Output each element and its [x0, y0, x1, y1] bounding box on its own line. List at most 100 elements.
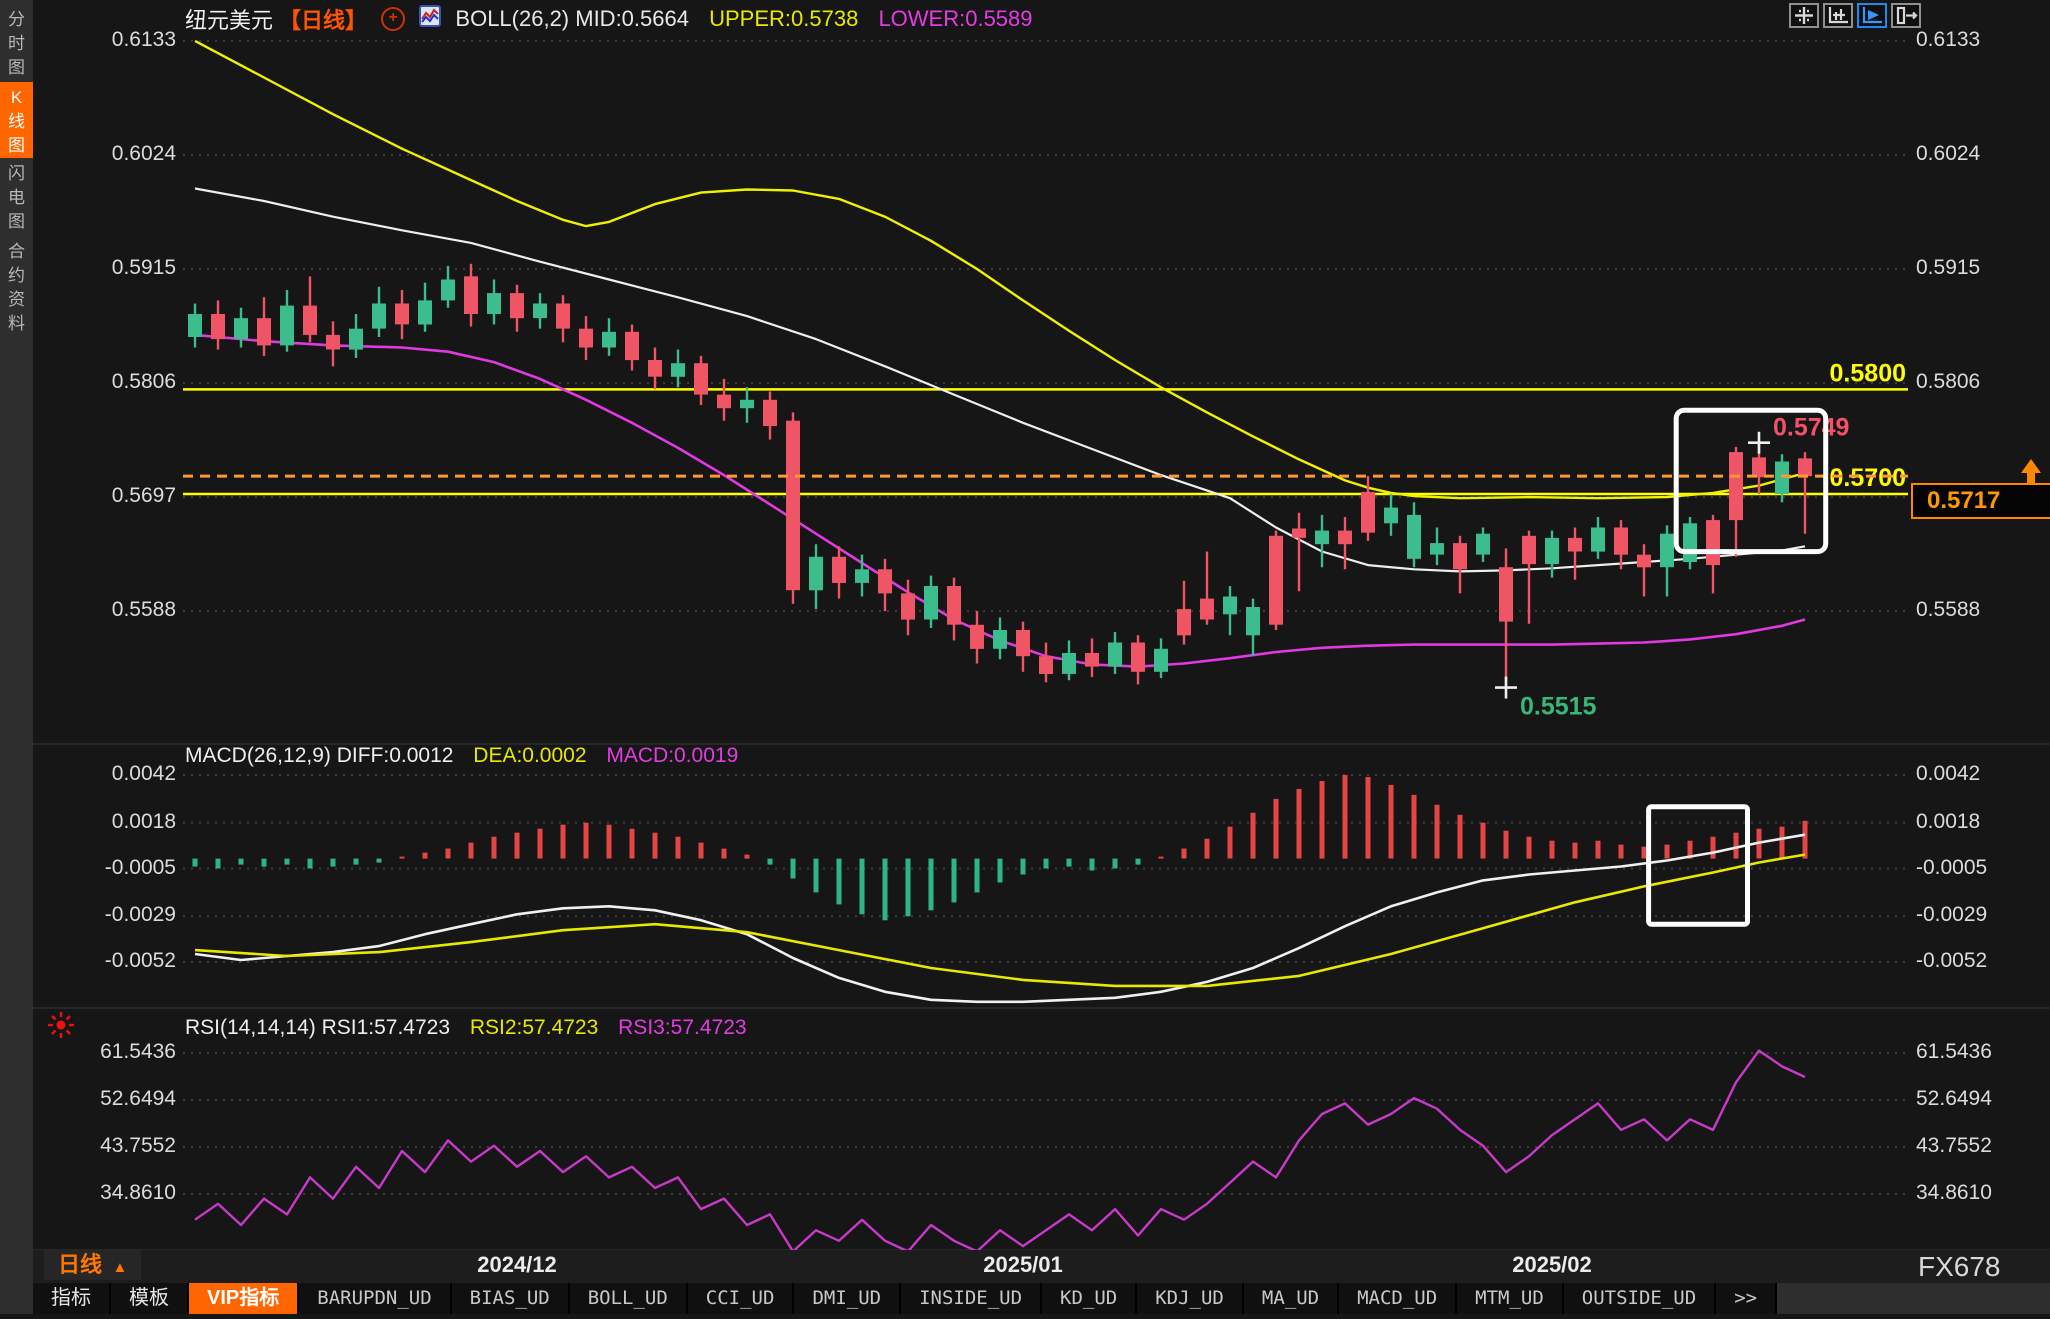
period-selector-label: 日线 — [58, 1252, 103, 1277]
axis-scale-button[interactable] — [1823, 3, 1853, 28]
toolbar-tab-kdj_ud[interactable]: KDJ_UD — [1137, 1283, 1242, 1314]
toolbar-tab-outside_ud[interactable]: OUTSIDE_UD — [1563, 1283, 1715, 1314]
date-tick-label: 2024/12 — [477, 1252, 557, 1277]
rsi3-readout: RSI3:57.4723 — [618, 1016, 747, 1039]
boll-lower-readout: LOWER:0.5589 — [878, 6, 1033, 31]
axis-label: 34.8610 — [1916, 1181, 1992, 1204]
indicator-toolbar: 指标 模板 VIP指标 BARUPDN_UD BIAS_UD BOLL_UD CCI_UD D… — [33, 1283, 2050, 1314]
axis-label: 0.5806 — [111, 370, 176, 394]
axis-label: 0.0042 — [1916, 762, 1981, 785]
boll-upper-line — [194, 39, 1806, 500]
date-tick-label: 2025/02 — [1512, 1252, 1592, 1277]
axis-label: 34.8610 — [100, 1181, 176, 1204]
axis-label: 0.0018 — [111, 809, 176, 833]
svg-text:0.5700: 0.5700 — [1830, 464, 1906, 492]
axis-label: 52.6494 — [1916, 1087, 1992, 1110]
axis-label: 0.5588 — [111, 598, 176, 622]
axis-label: 43.7552 — [1916, 1134, 1992, 1157]
axis-label: 0.5806 — [1916, 370, 1981, 394]
rsi-line — [194, 1049, 1806, 1253]
axis-label: 61.5436 — [1916, 1040, 1992, 1063]
brand-watermark: FX678 — [1918, 1251, 2001, 1282]
price-annotations: 0.5749 0.5515 — [1495, 414, 1849, 721]
sidebar-tab-lightning[interactable]: 闪电图 — [8, 164, 25, 231]
macd-histogram — [192, 775, 1808, 921]
toolbar-tab-cci_ud[interactable]: CCI_UD — [687, 1283, 793, 1314]
expand-crosshair-icon[interactable]: + — [381, 7, 406, 31]
axis-label: -0.0029 — [1916, 903, 1988, 927]
chart-style-button[interactable] — [1857, 3, 1887, 28]
axis-label: 0.5588 — [1916, 598, 1981, 622]
axis-label: 0.0018 — [1916, 809, 1981, 833]
alert-starburst-icon — [46, 1010, 76, 1045]
axis-label: 61.5436 — [100, 1040, 176, 1063]
toolbar-tab-[interactable]: 指标 — [33, 1283, 109, 1314]
toolbar-tab-bias_ud[interactable]: BIAS_UD — [451, 1283, 568, 1314]
toolbar-tab-boll_ud[interactable]: BOLL_UD — [569, 1283, 686, 1314]
toolbar-tab-ma_ud[interactable]: MA_UD — [1243, 1283, 1338, 1314]
mini-chart-icon[interactable] — [419, 5, 442, 33]
toolbar-tab-dmi_ud[interactable]: DMI_UD — [794, 1283, 900, 1314]
axis-label: 0.5697 — [111, 484, 176, 508]
toolbar-tab-inside_ud[interactable]: INSIDE_UD — [901, 1283, 1041, 1314]
macd-dea-readout: DEA:0.0002 — [473, 744, 587, 767]
macd-dea-line — [194, 853, 1806, 988]
toolbar-filler — [1777, 1283, 2050, 1314]
period-selector[interactable]: 日线 ▲ — [44, 1250, 142, 1280]
highlight-box-macd — [1646, 804, 1750, 927]
axis-label: -0.0052 — [104, 949, 176, 972]
highlight-box-main — [1673, 407, 1829, 555]
rsi2-readout: RSI2:57.4723 — [469, 1016, 599, 1039]
macd-macd-readout: MACD:0.0019 — [606, 744, 739, 767]
axis-label: -0.0005 — [1916, 855, 1988, 879]
toolbar-tab->>[interactable]: >> — [1716, 1283, 1776, 1314]
axis-label: 0.6133 — [111, 27, 176, 51]
axis-label: 0.5915 — [111, 256, 176, 280]
axis-label: 0.5915 — [1916, 256, 1981, 280]
svg-text:0.5800: 0.5800 — [1830, 359, 1906, 387]
axis-label: -0.0005 — [104, 855, 176, 879]
toolbar-tab-barupdn_ud[interactable]: BARUPDN_UD — [299, 1283, 450, 1314]
svg-text:0.5749: 0.5749 — [1773, 414, 1849, 442]
chart-toolbar-buttons — [1789, 3, 1921, 28]
axis-label: 52.6494 — [100, 1087, 176, 1110]
toolbar-tab-macd_ud[interactable]: MACD_UD — [1339, 1283, 1456, 1314]
chart-title: 纽元美元 【日线】 + BOLL(26,2) MID:0.5664 UPPER:0… — [185, 3, 1033, 35]
axis-label: 0.0042 — [111, 762, 176, 785]
axis-label: 0.6133 — [1916, 27, 1981, 51]
macd-pane-title: MACD(26,12,9) DIFF:0.0012 DEA:0.0002 MAC… — [185, 744, 738, 768]
toolbar-tab-vip[interactable]: VIP指标 — [189, 1283, 298, 1314]
price-up-arrow-stem — [2027, 472, 2035, 483]
symbol-name: 纽元美元 — [185, 8, 274, 33]
macd-diff-line — [194, 833, 1806, 1004]
axis-label: 43.7552 — [100, 1134, 176, 1157]
date-tick-label: 2025/01 — [983, 1252, 1063, 1277]
rsi1-readout: RSI(14,14,14) RSI1:57.4723 — [185, 1016, 451, 1039]
axis-label: -0.0029 — [104, 903, 176, 927]
period-selector-arrow-icon: ▲ — [112, 1259, 128, 1276]
boll-upper-readout: UPPER:0.5738 — [709, 6, 859, 31]
rsi-pane-title: RSI(14,14,14) RSI1:57.4723 RSI2:57.4723 … — [185, 1016, 747, 1040]
axis-label: 0.6024 — [111, 141, 176, 165]
axis-label: -0.0052 — [1916, 949, 1988, 972]
axis-label: 0.6024 — [1916, 141, 1981, 165]
shift-axis-button[interactable] — [1891, 3, 1921, 28]
current-price-tag: 0.5717 — [1911, 483, 2050, 519]
boll-mid-readout: BOLL(26,2) MID:0.5664 — [455, 6, 689, 31]
pan-crosshair-button[interactable] — [1789, 3, 1819, 28]
level-lines: 0.5800 0.5700 — [183, 359, 1908, 496]
sidebar-tab-timeshare[interactable]: 分时图 — [8, 10, 25, 77]
svg-text:0.5515: 0.5515 — [1520, 693, 1597, 721]
boll-lower-line — [194, 333, 1806, 668]
date-axis: 2024/12 2025/01 2025/02 — [33, 1250, 2050, 1283]
toolbar-tab-[interactable]: 模板 — [111, 1283, 187, 1314]
grid-lines — [33, 39, 2050, 1251]
toolbar-tab-kd_ud[interactable]: KD_UD — [1042, 1283, 1136, 1314]
macd-diff-readout: MACD(26,12,9) DIFF:0.0012 — [185, 744, 454, 767]
toolbar-tab-mtm_ud[interactable]: MTM_UD — [1457, 1283, 1562, 1314]
price-up-arrow-icon — [2021, 459, 2041, 473]
sidebar-tab-contract-info[interactable]: 合约资料 — [8, 242, 25, 333]
